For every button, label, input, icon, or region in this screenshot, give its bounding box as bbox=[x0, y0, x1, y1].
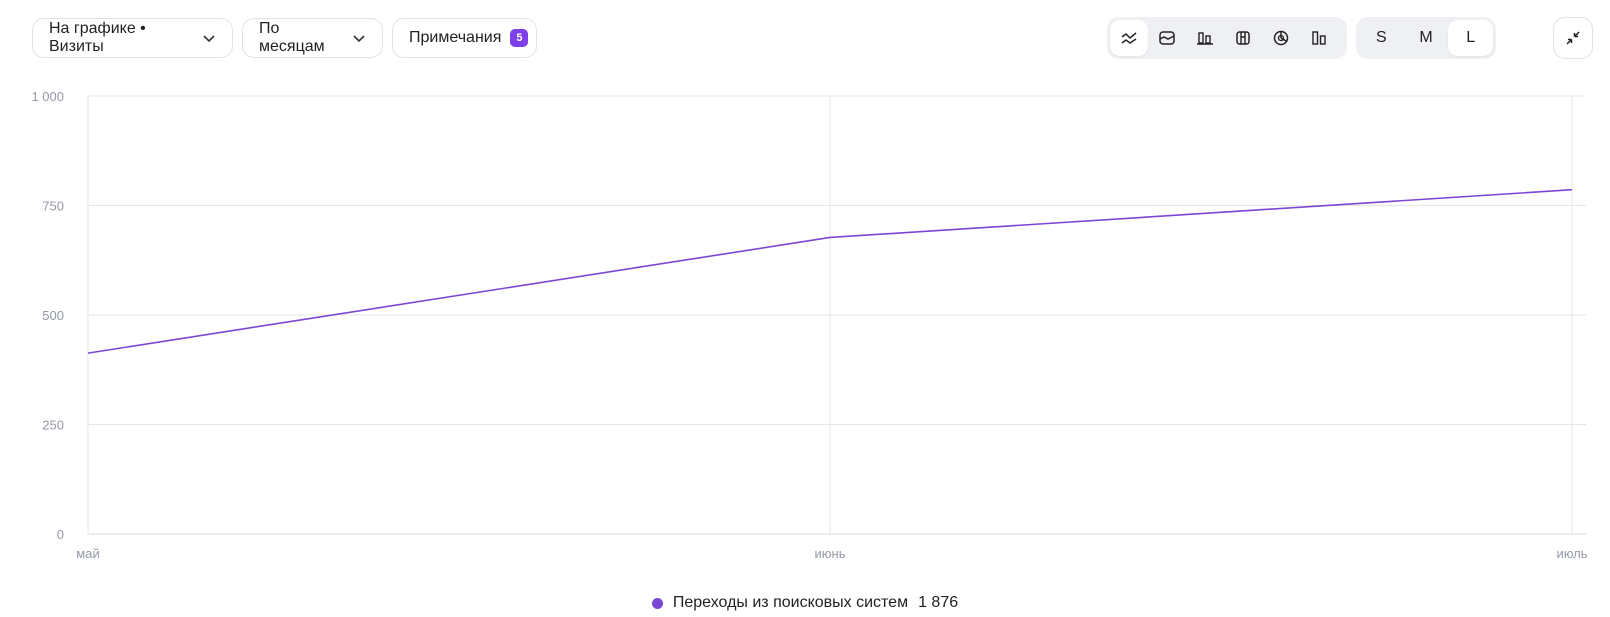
period-dropdown-label: По месяцам bbox=[259, 20, 325, 55]
chevron-down-icon bbox=[202, 31, 216, 45]
column-chart-button[interactable] bbox=[1300, 20, 1338, 56]
y-tick-label: 750 bbox=[42, 199, 64, 214]
notes-count-badge: 5 bbox=[510, 29, 529, 47]
chart-legend: Переходы из поисковых систем 1 876 bbox=[0, 594, 1610, 612]
line-chart-icon bbox=[1121, 32, 1137, 44]
line-chart-button[interactable] bbox=[1110, 20, 1148, 56]
pie-chart-icon bbox=[1273, 30, 1289, 46]
notes-label: Примечания bbox=[409, 29, 502, 46]
notes-button[interactable]: Примечания 5 bbox=[392, 18, 537, 58]
x-tick-label: май bbox=[76, 546, 99, 561]
metric-dropdown[interactable]: На графике • Визиты bbox=[32, 18, 233, 58]
y-tick-label: 1 000 bbox=[31, 89, 64, 104]
series-line[interactable] bbox=[87, 188, 1573, 354]
line-chart: 0 250 500 750 1 000 май июнь июль bbox=[31, 89, 1587, 561]
column-chart-icon bbox=[1312, 31, 1326, 45]
bar-chart-icon bbox=[1197, 32, 1213, 45]
chevron-down-icon bbox=[352, 31, 366, 45]
legend-series-name[interactable]: Переходы из поисковых систем bbox=[672, 594, 909, 611]
collapse-button[interactable] bbox=[1553, 17, 1593, 59]
chart-toolbar: На графике • Визиты По месяцам Примечани… bbox=[0, 0, 1610, 76]
area-chart-button[interactable] bbox=[1148, 20, 1186, 56]
bar-chart-button[interactable] bbox=[1186, 20, 1224, 56]
size-m-button[interactable]: M bbox=[1419, 29, 1433, 46]
legend-series-total: 1 876 bbox=[918, 594, 959, 611]
stacked-columns-icon bbox=[1236, 31, 1250, 45]
area-chart-icon bbox=[1159, 31, 1175, 45]
collapse-icon bbox=[1566, 31, 1580, 45]
size-s-button[interactable]: S bbox=[1376, 29, 1387, 46]
stacked-columns-button[interactable] bbox=[1224, 20, 1262, 56]
y-tick-label: 250 bbox=[42, 418, 64, 433]
x-tick-label: июль bbox=[1556, 546, 1587, 561]
period-dropdown[interactable]: По месяцам bbox=[242, 18, 383, 58]
size-l-button[interactable]: L bbox=[1448, 20, 1494, 56]
y-tick-label: 500 bbox=[42, 308, 64, 323]
chart-type-switcher bbox=[1107, 17, 1347, 59]
x-tick-label: июнь bbox=[815, 546, 846, 561]
size-switcher: S M L bbox=[1356, 17, 1496, 59]
legend-series-marker bbox=[651, 597, 663, 609]
y-tick-label: 0 bbox=[57, 527, 64, 542]
metric-dropdown-label: На графике • Визиты bbox=[49, 20, 146, 55]
pie-chart-button[interactable] bbox=[1262, 20, 1300, 56]
